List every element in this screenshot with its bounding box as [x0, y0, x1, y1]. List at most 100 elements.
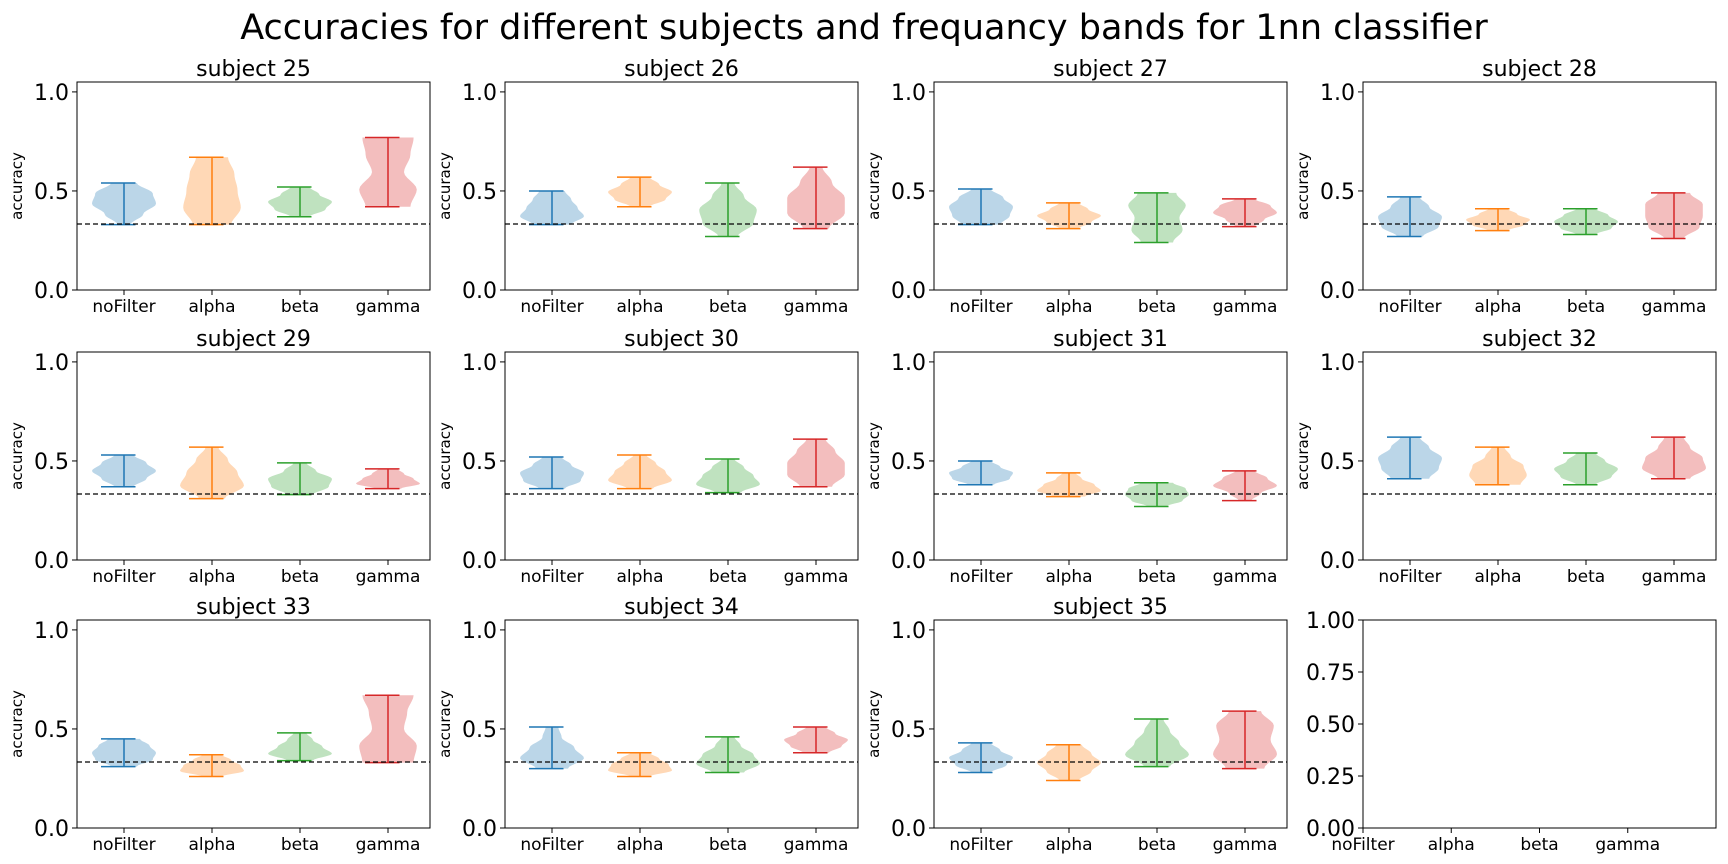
y-axis-label: accuracy	[865, 422, 883, 490]
y-tick-label: 0.5	[34, 718, 69, 743]
y-tick-label: 0.5	[891, 450, 926, 475]
y-tick-label: 0.0	[34, 279, 69, 304]
axes-frame	[933, 351, 1288, 561]
y-tick-label: 1.0	[462, 81, 497, 106]
y-tick-label: 0.5	[891, 718, 926, 743]
x-tick-label: noFilter	[1331, 835, 1394, 855]
x-tick-label: beta	[1138, 835, 1176, 855]
subplot-panel: subject 35 0.0 0.5 1.0 accuracy noFilter alpha…	[865, 595, 1288, 855]
y-tick-label: 0.0	[891, 817, 926, 842]
y-axis-label: accuracy	[436, 152, 454, 220]
panel-title: subject 28	[1482, 57, 1597, 82]
x-tick-label: alpha	[188, 835, 235, 855]
subplot-panel: subject 28 0.0 0.5 1.0 accuracy noFilter alpha…	[1294, 57, 1717, 317]
x-tick-label: noFilter	[520, 297, 583, 317]
y-axis-label: accuracy	[436, 690, 454, 758]
x-tick-label: beta	[281, 297, 319, 317]
x-tick-label: alpha	[188, 567, 235, 587]
axes-frame	[76, 619, 431, 829]
y-axis-label: accuracy	[865, 152, 883, 220]
y-tick-label: 1.0	[891, 351, 926, 376]
y-tick-label: 0.0	[34, 549, 69, 574]
x-tick-label: beta	[709, 297, 747, 317]
x-tick-label: noFilter	[92, 835, 155, 855]
x-tick-label: beta	[1567, 297, 1605, 317]
x-tick-label: beta	[1138, 297, 1176, 317]
y-tick-label: 0.0	[462, 279, 497, 304]
panel-title: subject 25	[196, 57, 311, 82]
y-axis-label: accuracy	[1294, 422, 1312, 490]
x-tick-label: gamma	[356, 567, 421, 587]
x-tick-label: alpha	[1428, 835, 1475, 855]
x-tick-label: noFilter	[949, 567, 1012, 587]
panel-title: subject 34	[624, 595, 739, 620]
y-axis-label: accuracy	[8, 690, 26, 758]
x-tick-label: noFilter	[949, 297, 1012, 317]
panel-title: subject 30	[624, 327, 739, 352]
y-tick-label: 0.5	[1320, 450, 1355, 475]
y-axis-label: accuracy	[865, 690, 883, 758]
x-tick-label: beta	[709, 567, 747, 587]
x-tick-label: beta	[281, 835, 319, 855]
x-tick-label: gamma	[1642, 567, 1707, 587]
y-tick-label: 1.00	[1306, 609, 1355, 634]
y-tick-label: 0.0	[1320, 279, 1355, 304]
x-tick-label: alpha	[1474, 297, 1521, 317]
x-tick-label: noFilter	[92, 297, 155, 317]
x-tick-label: alpha	[1045, 297, 1092, 317]
x-tick-label: gamma	[1213, 835, 1278, 855]
y-tick-label: 0.0	[1320, 549, 1355, 574]
panel-title: subject 29	[196, 327, 311, 352]
y-tick-label: 0.0	[462, 817, 497, 842]
x-tick-label: alpha	[616, 297, 663, 317]
axes-frame	[933, 619, 1288, 829]
y-tick-label: 0.00	[1306, 817, 1355, 842]
y-tick-label: 0.5	[34, 450, 69, 475]
x-tick-label: gamma	[1642, 297, 1707, 317]
x-tick-label: noFilter	[1378, 297, 1441, 317]
y-tick-label: 0.5	[891, 180, 926, 205]
x-tick-label: noFilter	[92, 567, 155, 587]
x-tick-label: gamma	[1595, 835, 1660, 855]
subplot-panel: subject 32 0.0 0.5 1.0 accuracy noFilter alpha…	[1294, 327, 1717, 587]
y-tick-label: 1.0	[891, 619, 926, 644]
x-tick-label: alpha	[616, 835, 663, 855]
x-tick-label: gamma	[356, 297, 421, 317]
y-tick-label: 0.75	[1306, 661, 1355, 686]
x-tick-label: beta	[1520, 835, 1558, 855]
subplot-panel: subject 27 0.0 0.5 1.0 accuracy noFilter alpha…	[865, 57, 1288, 317]
y-tick-label: 0.5	[462, 450, 497, 475]
x-tick-label: gamma	[784, 297, 849, 317]
panel-title: subject 35	[1053, 595, 1168, 620]
y-tick-label: 1.0	[891, 81, 926, 106]
x-tick-label: noFilter	[1378, 567, 1441, 587]
y-axis-label: accuracy	[8, 152, 26, 220]
axes-frame	[76, 351, 431, 561]
subplot-panel: subject 31 0.0 0.5 1.0 accuracy noFilter alpha…	[865, 327, 1288, 587]
y-tick-label: 0.0	[891, 549, 926, 574]
panel-title: subject 32	[1482, 327, 1597, 352]
y-tick-label: 1.0	[34, 351, 69, 376]
y-tick-label: 0.5	[34, 180, 69, 205]
y-tick-label: 1.0	[462, 351, 497, 376]
subplot-panel: subject 26 0.0 0.5 1.0 accuracy noFilter alpha…	[436, 57, 859, 317]
y-tick-label: 1.0	[34, 619, 69, 644]
x-tick-label: noFilter	[520, 835, 583, 855]
axes-frame	[504, 351, 859, 561]
y-tick-label: 1.0	[462, 619, 497, 644]
y-axis-label: accuracy	[436, 422, 454, 490]
panel-title: subject 31	[1053, 327, 1168, 352]
x-tick-label: alpha	[1045, 835, 1092, 855]
x-tick-label: noFilter	[520, 567, 583, 587]
y-tick-label: 0.5	[462, 718, 497, 743]
x-tick-label: beta	[281, 567, 319, 587]
y-axis-label: accuracy	[8, 422, 26, 490]
axes-frame	[504, 619, 859, 829]
y-tick-label: 0.0	[891, 279, 926, 304]
y-tick-label: 0.5	[462, 180, 497, 205]
axes-frame	[1362, 619, 1717, 829]
subplot-panel: subject 34 0.0 0.5 1.0 accuracy noFilter alpha…	[436, 595, 859, 855]
panel-title: subject 27	[1053, 57, 1168, 82]
x-tick-label: gamma	[784, 567, 849, 587]
